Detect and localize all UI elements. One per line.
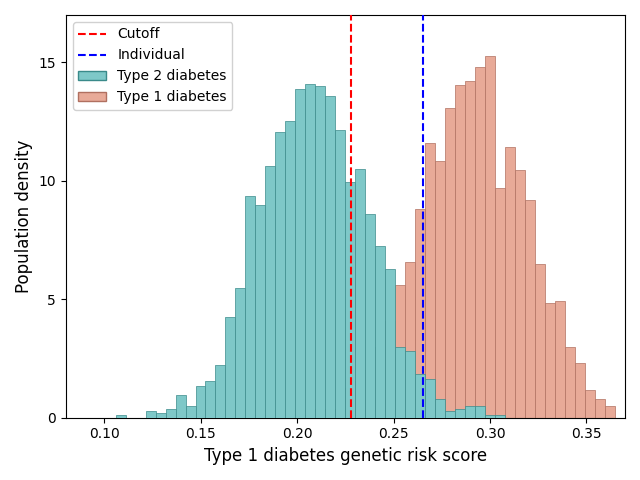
Bar xyxy=(255,205,266,418)
Bar xyxy=(156,413,166,418)
Bar xyxy=(465,81,476,418)
Legend: Cutoff, Individual, Type 2 diabetes, Type 1 diabetes: Cutoff, Individual, Type 2 diabetes, Typ… xyxy=(73,22,232,110)
Bar xyxy=(316,408,326,418)
Bar xyxy=(236,288,246,418)
Y-axis label: Population density: Population density xyxy=(15,140,33,293)
Bar xyxy=(316,86,326,418)
Bar xyxy=(556,301,565,418)
Bar xyxy=(445,108,456,418)
Bar xyxy=(415,209,426,418)
Bar xyxy=(435,161,445,418)
Bar xyxy=(266,167,275,418)
Bar xyxy=(275,132,285,418)
Bar xyxy=(565,347,575,418)
Bar xyxy=(326,408,335,418)
Bar xyxy=(515,170,525,418)
Bar xyxy=(195,386,205,418)
Bar xyxy=(495,189,506,418)
Bar xyxy=(255,415,266,418)
Bar xyxy=(485,415,495,418)
Bar xyxy=(485,56,495,418)
Bar xyxy=(435,399,445,418)
Bar xyxy=(396,285,405,418)
Bar xyxy=(396,347,405,418)
Bar xyxy=(285,121,296,418)
Bar xyxy=(335,408,346,418)
Bar xyxy=(445,411,456,418)
Bar xyxy=(605,406,616,418)
Bar xyxy=(305,415,316,418)
X-axis label: Type 1 diabetes genetic risk score: Type 1 diabetes genetic risk score xyxy=(204,447,487,465)
Bar xyxy=(525,200,536,418)
Bar xyxy=(376,246,385,418)
Bar xyxy=(355,169,365,418)
Bar xyxy=(545,303,556,418)
Bar xyxy=(116,415,125,418)
Bar xyxy=(405,351,415,418)
Bar xyxy=(426,143,435,418)
Bar xyxy=(216,365,225,418)
Bar xyxy=(335,130,346,418)
Bar xyxy=(175,395,186,418)
Bar xyxy=(166,408,175,418)
Bar xyxy=(205,381,216,418)
Bar xyxy=(365,370,376,418)
Bar xyxy=(296,89,305,418)
Bar xyxy=(586,390,595,418)
Bar xyxy=(456,408,465,418)
Bar xyxy=(426,379,435,418)
Bar xyxy=(415,374,426,418)
Bar xyxy=(575,363,586,418)
Bar xyxy=(346,182,355,418)
Bar xyxy=(465,406,476,418)
Bar xyxy=(595,399,605,418)
Bar xyxy=(405,262,415,418)
Bar xyxy=(225,317,236,418)
Bar xyxy=(536,264,545,418)
Bar xyxy=(365,215,376,418)
Bar xyxy=(385,269,396,418)
Bar xyxy=(476,67,485,418)
Bar xyxy=(506,147,515,418)
Bar xyxy=(186,406,195,418)
Bar xyxy=(246,196,255,418)
Bar xyxy=(376,347,385,418)
Bar xyxy=(476,406,485,418)
Bar xyxy=(355,381,365,418)
Bar xyxy=(456,85,465,418)
Bar xyxy=(326,96,335,418)
Bar xyxy=(145,411,156,418)
Bar xyxy=(346,388,355,418)
Bar xyxy=(305,84,316,418)
Bar xyxy=(495,415,506,418)
Bar xyxy=(385,322,396,418)
